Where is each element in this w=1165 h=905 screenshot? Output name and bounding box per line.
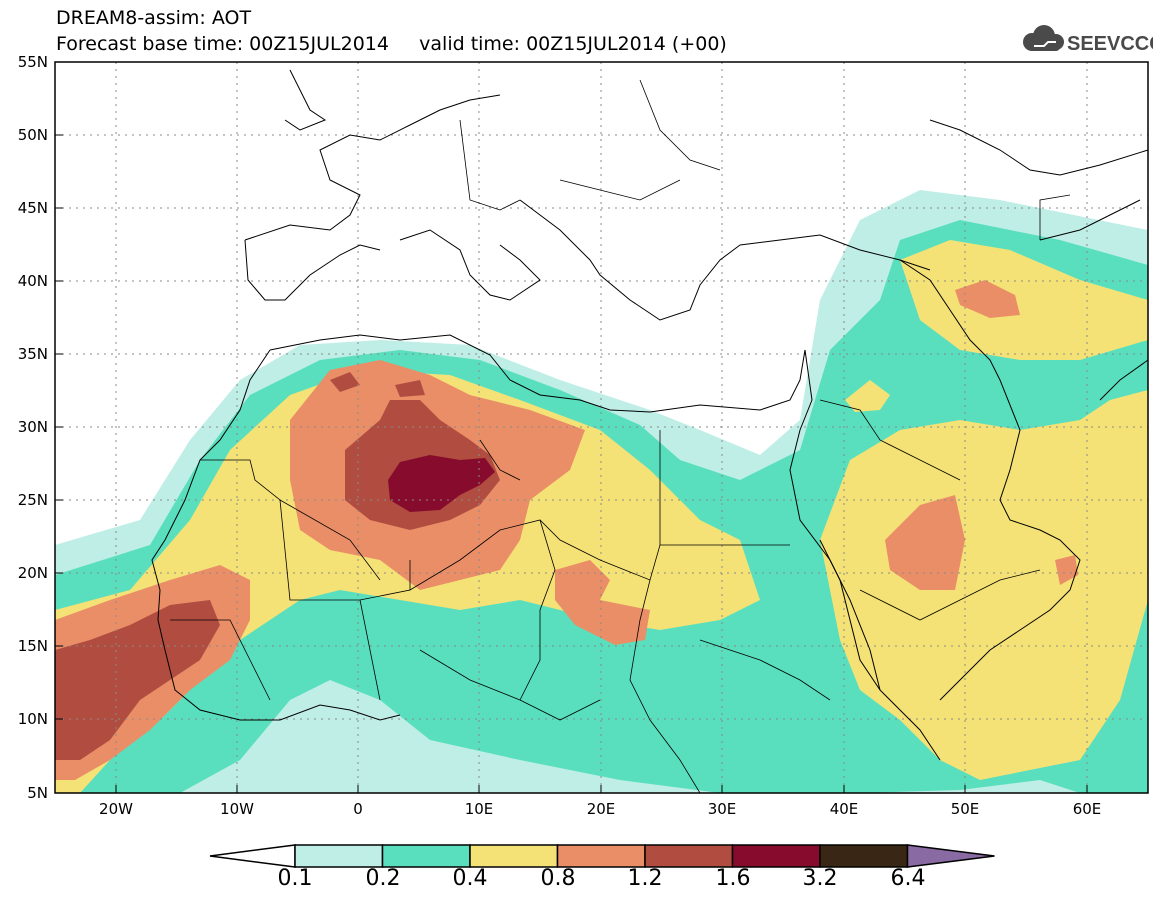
lat-label-35n: 35N	[17, 345, 48, 363]
aot-level-0.4	[55, 370, 760, 793]
lon-label-20w: 20W	[99, 800, 133, 818]
lon-label-40e: 40E	[829, 800, 859, 818]
lon-label-50e: 50E	[950, 800, 980, 818]
lat-label-10n: 10N	[17, 710, 48, 728]
lon-label-30e: 30E	[707, 800, 737, 818]
seevccc-logo: SEEVCCC	[1023, 25, 1153, 55]
lat-label-55n: 55N	[17, 53, 48, 71]
map-figure	[54, 61, 1149, 794]
aot-level-1.2	[395, 380, 425, 397]
colorbar-label: 0.1	[277, 866, 313, 891]
aot-level-0.4	[900, 240, 1148, 360]
lat-label-20n: 20N	[17, 564, 48, 582]
logo-text: SEEVCCC	[1067, 33, 1153, 55]
lat-label-30n: 30N	[17, 418, 48, 436]
aot-level-0.8	[885, 495, 965, 590]
aot-field	[55, 190, 1148, 793]
aot-level-0.8	[555, 560, 650, 645]
aot-level-1.2	[55, 600, 220, 760]
lon-label-10e: 10E	[464, 800, 494, 818]
lon-label-10w: 10W	[220, 800, 254, 818]
aot-level-0.4	[845, 380, 890, 412]
colorbar-label: 6.4	[890, 866, 926, 891]
lat-label-15n: 15N	[17, 637, 48, 655]
colorbar-label: 0.4	[452, 866, 488, 891]
aot-level-0.4	[820, 390, 1148, 780]
colorbar-label: 0.8	[540, 866, 576, 891]
lat-label-40n: 40N	[17, 272, 48, 290]
lon-label-60e: 60E	[1072, 800, 1102, 818]
lat-label-5n: 5N	[27, 784, 48, 802]
coastlines	[151, 69, 1148, 761]
lat-label-25n: 25N	[17, 491, 48, 509]
forecast-time-subtitle: Forecast base time: 00Z15JUL2014 valid t…	[56, 33, 727, 55]
graticule	[55, 62, 1148, 793]
axis-ticks	[55, 61, 1088, 793]
aot-level-1.6	[388, 455, 495, 512]
aot-level-1.2	[330, 372, 360, 392]
chart-title: DREAM8-assim: AOT	[56, 7, 252, 29]
lat-label-45n: 45N	[17, 199, 48, 217]
colorbar-label: 3.2	[802, 866, 838, 891]
colorbar-label: 1.6	[715, 866, 751, 891]
country-borders	[170, 79, 1071, 793]
aot-level-0.8	[1055, 555, 1078, 585]
colorbar-label: 1.2	[627, 866, 663, 891]
lon-label-20e: 20E	[586, 800, 616, 818]
colorbar-label: 0.2	[365, 866, 401, 891]
lat-label-50n: 50N	[17, 126, 48, 144]
lon-label-0: 0	[353, 800, 363, 818]
aot-level-0.8	[955, 280, 1020, 318]
